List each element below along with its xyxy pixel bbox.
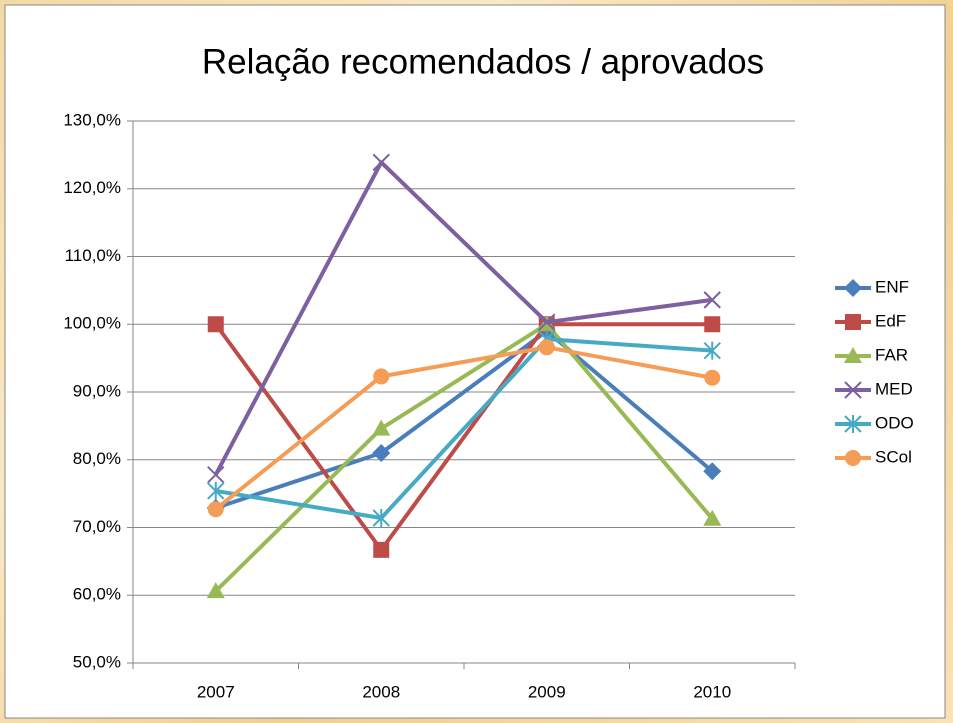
- y-tick-label: 90,0%: [73, 381, 121, 400]
- marker: [372, 153, 390, 172]
- marker: [844, 415, 862, 433]
- series-line: [214, 322, 713, 552]
- legend-label: ENF: [875, 277, 909, 296]
- marker: [845, 314, 861, 330]
- marker: [207, 465, 225, 484]
- y-tick-label: 110,0%: [65, 246, 121, 265]
- marker: [703, 341, 721, 360]
- marker: [207, 501, 224, 518]
- marker: [206, 582, 225, 599]
- marker: [845, 450, 861, 466]
- y-tick-label: 50,0%: [73, 652, 121, 671]
- marker: [844, 347, 862, 363]
- y-tick-label: 80,0%: [73, 449, 121, 468]
- y-tick-label: 70,0%: [73, 517, 121, 536]
- y-tick-label: 60,0%: [73, 585, 121, 604]
- marker: [538, 339, 555, 356]
- x-tick-label: 2010: [693, 682, 731, 701]
- legend-label: FAR: [875, 345, 908, 364]
- series-line: [215, 329, 714, 510]
- marker: [372, 443, 391, 462]
- legend-label: SCol: [875, 447, 912, 466]
- marker: [372, 509, 390, 528]
- marker: [703, 462, 722, 481]
- marker: [704, 316, 721, 333]
- marker: [844, 279, 862, 297]
- y-tick-label: 130,0%: [63, 110, 121, 129]
- x-tick-label: 2007: [197, 682, 235, 701]
- marker: [373, 368, 390, 385]
- series-line: [214, 345, 713, 511]
- legend-label: ODO: [875, 413, 914, 432]
- chart-title: Relação recomendados / aprovados: [202, 42, 764, 81]
- marker: [703, 291, 721, 309]
- marker: [372, 419, 391, 436]
- legend-label: EdF: [875, 311, 906, 330]
- marker: [703, 509, 722, 526]
- marker: [844, 381, 862, 399]
- marker: [373, 541, 390, 558]
- series-line: [213, 160, 713, 476]
- legend-label: MED: [875, 379, 913, 398]
- x-tick-label: 2008: [362, 682, 400, 701]
- series-line: [214, 322, 714, 593]
- x-tick-label: 2009: [528, 682, 566, 701]
- y-tick-label: 120,0%: [63, 178, 121, 197]
- marker: [207, 481, 225, 500]
- marker: [704, 369, 721, 386]
- y-tick-label: 100,0%: [63, 314, 121, 333]
- marker: [538, 313, 556, 331]
- marker: [207, 316, 224, 333]
- series-line: [215, 337, 713, 521]
